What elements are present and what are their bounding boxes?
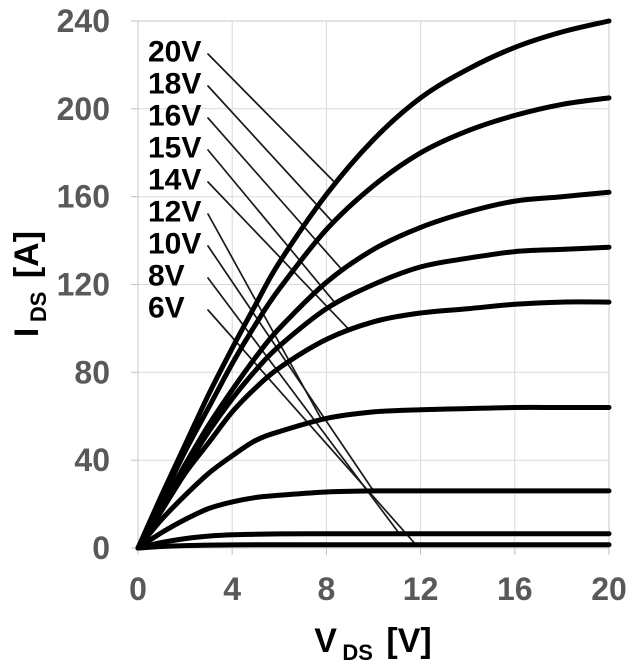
curve-10v	[135, 488, 612, 551]
leader-line-16v	[207, 117, 344, 272]
y-tick-label: 200	[57, 91, 110, 127]
x-tick-label: 4	[223, 571, 241, 607]
leader-line-20v	[207, 53, 337, 185]
y-tick-label: 80	[74, 354, 110, 390]
data-curves	[135, 18, 612, 551]
y-tick-label: 120	[57, 267, 110, 303]
y-tick-label: 240	[57, 3, 110, 39]
curve-label-12v: 12V	[148, 196, 201, 229]
curve-label-6v: 6V	[148, 292, 185, 325]
y-tick-label: 160	[57, 179, 110, 215]
curve-label-14v: 14V	[148, 164, 201, 197]
curve-6v	[135, 542, 612, 551]
curve-label-15v: 15V	[148, 132, 201, 165]
gridlines	[137, 20, 610, 549]
x-axis-unit: [V]	[386, 622, 431, 660]
x-tick-label: 8	[318, 571, 336, 607]
x-tick-label: 0	[129, 571, 147, 607]
axis-tick-labels: 0 40 80 120 160 200 240 0 4 8 12 16 20	[57, 3, 627, 607]
y-axis-symbol: I	[8, 328, 46, 337]
x-tick-label: 12	[403, 571, 439, 607]
curve-label-8v: 8V	[148, 260, 185, 293]
curve-14v	[135, 299, 612, 551]
y-axis-title: I DS [A]	[8, 231, 51, 337]
leader-line-10v	[207, 245, 375, 492]
curve-20v	[135, 18, 612, 551]
curve-18v	[135, 95, 612, 551]
x-axis-title: V DS [V]	[314, 622, 431, 665]
y-axis-unit: [A]	[8, 231, 46, 278]
leader-line-18v	[207, 85, 335, 224]
y-axis-subscript: DS	[26, 292, 51, 323]
curve-12v	[135, 404, 612, 551]
x-tick-label: 20	[591, 571, 627, 607]
x-axis-symbol: V	[314, 622, 337, 660]
y-tick-label: 40	[74, 442, 110, 478]
y-tick-label: 0	[92, 530, 110, 566]
curve-8v	[135, 531, 612, 551]
axis-tick-marks	[131, 20, 610, 555]
x-axis-subscript: DS	[342, 640, 373, 665]
curve-label-10v: 10V	[148, 228, 201, 261]
curve-15v	[135, 244, 612, 551]
curve-label-20v: 20V	[148, 36, 201, 69]
curve-label-18v: 18V	[148, 68, 201, 101]
curve-label-16v: 16V	[148, 100, 201, 133]
x-tick-label: 16	[497, 571, 533, 607]
leader-line-15v	[207, 149, 337, 305]
